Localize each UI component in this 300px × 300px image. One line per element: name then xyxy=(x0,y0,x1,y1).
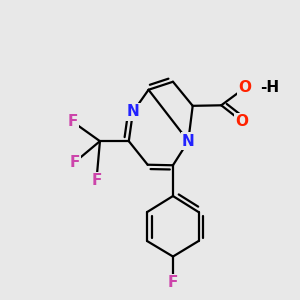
Text: -H: -H xyxy=(260,80,280,95)
Text: N: N xyxy=(182,134,195,149)
Text: F: F xyxy=(168,275,178,290)
Text: O: O xyxy=(236,114,248,129)
Text: O: O xyxy=(238,80,251,95)
Text: F: F xyxy=(68,114,78,129)
Text: F: F xyxy=(70,154,80,169)
Text: F: F xyxy=(91,173,102,188)
Text: N: N xyxy=(127,104,139,119)
